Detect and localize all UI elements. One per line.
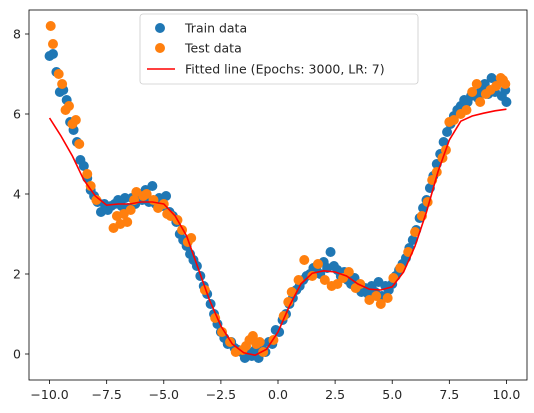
test-point [74, 139, 85, 149]
x-tick-label: −10.0 [30, 387, 68, 402]
train-point [47, 49, 58, 59]
legend: Train data Test data Fitted line (Epochs… [139, 13, 419, 85]
train-point [78, 161, 89, 171]
x-tick-label: 7.5 [439, 387, 459, 402]
y-tick-label: 8 [13, 27, 21, 42]
test-point [125, 205, 136, 215]
test-point [82, 169, 93, 179]
train-point [119, 193, 130, 203]
x-tick-label: 0.0 [268, 387, 288, 402]
test-point [461, 105, 472, 115]
test-point [491, 81, 502, 91]
test-point [217, 327, 228, 337]
test-point [122, 217, 133, 227]
train-point [442, 127, 453, 137]
test-point [63, 101, 74, 111]
test-point [375, 299, 386, 309]
x-axis: −10.0 −7.5 −5.0 −2.5 0.0 2.5 5.0 7.5 10.0 [30, 380, 520, 402]
test-point [319, 275, 330, 285]
legend-train-marker [155, 23, 165, 33]
test-point [500, 79, 511, 89]
y-tick-label: 0 [13, 347, 21, 362]
test-point [343, 267, 354, 277]
y-tick-label: 2 [13, 267, 21, 282]
test-point [312, 259, 323, 269]
x-tick-label: −2.5 [206, 387, 236, 402]
fitted-line [48, 108, 507, 357]
train-point [325, 247, 336, 257]
x-tick-label: −5.0 [149, 387, 179, 402]
test-point [475, 97, 486, 107]
y-tick-label: 4 [13, 187, 21, 202]
y-axis: 0 2 4 6 8 [13, 27, 29, 362]
test-point [395, 263, 406, 273]
test-point [293, 275, 304, 285]
test-point [286, 287, 297, 297]
train-point [407, 235, 418, 245]
test-point [307, 271, 318, 281]
test-point [382, 293, 393, 303]
x-tick-label: 10.0 [493, 387, 521, 402]
train-point [501, 97, 512, 107]
test-point [57, 79, 68, 89]
train-point [161, 191, 172, 201]
legend-test-marker [155, 43, 165, 53]
test-point [91, 195, 102, 205]
test-point [410, 227, 421, 237]
test-point [70, 115, 81, 125]
test-point [254, 337, 265, 347]
x-tick-label: 5.0 [382, 387, 402, 402]
test-point [467, 87, 478, 97]
test-point [471, 79, 482, 89]
train-point [438, 137, 449, 147]
test-point [47, 39, 58, 49]
test-point [388, 273, 399, 283]
test-point [371, 291, 382, 301]
y-tick-label: 6 [13, 107, 21, 122]
legend-frame [139, 13, 419, 85]
legend-fit-label: Fitted line (Epochs: 3000, LR: 7) [185, 62, 385, 77]
test-point [299, 255, 310, 265]
x-tick-label: −7.5 [91, 387, 121, 402]
train-point [147, 181, 158, 191]
test-point [53, 69, 64, 79]
test-point [85, 181, 96, 191]
test-point [448, 115, 459, 125]
test-point [141, 189, 152, 199]
legend-train-label: Train data [184, 21, 247, 36]
test-point [247, 331, 258, 341]
test-point [45, 21, 56, 31]
legend-test-label: Test data [184, 41, 242, 56]
x-tick-label: 2.5 [325, 387, 345, 402]
